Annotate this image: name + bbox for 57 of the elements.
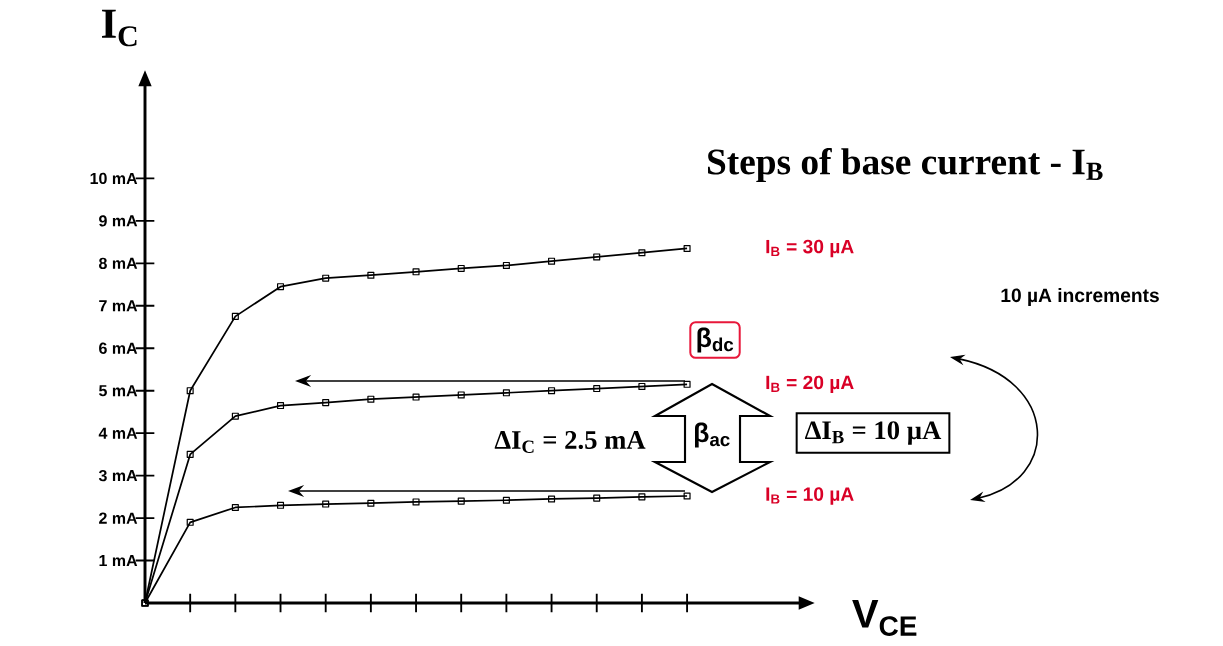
point bbox=[457, 391, 465, 399]
y-tick-label: 9 mA bbox=[99, 215, 138, 227]
point bbox=[683, 380, 691, 388]
y-tick-label: 3 mA bbox=[98, 469, 138, 482]
text: I$_{B}$ = 20 µA bbox=[766, 375, 854, 394]
point bbox=[548, 495, 556, 503]
point bbox=[231, 412, 239, 420]
point bbox=[186, 450, 194, 458]
point bbox=[638, 493, 646, 501]
point bbox=[367, 271, 375, 279]
y-tick-label: 5 mA bbox=[99, 385, 138, 397]
text: I$_{B}$ = 30 µA bbox=[766, 239, 854, 258]
annotation: β$_{ac}$ bbox=[695, 422, 730, 448]
annotation: β$_{dc}$ bbox=[697, 327, 734, 353]
point bbox=[502, 389, 510, 397]
point bbox=[548, 387, 556, 395]
y-tick-label: 10 mA bbox=[90, 172, 138, 185]
y-tick-label: 7 mA bbox=[99, 300, 138, 312]
point bbox=[186, 518, 194, 526]
point bbox=[186, 387, 194, 395]
y-tick-label: 4 mA bbox=[98, 427, 138, 439]
point bbox=[457, 497, 465, 505]
point bbox=[231, 312, 239, 320]
text: I$_{B}$ = 10 µA bbox=[766, 487, 854, 505]
point bbox=[412, 268, 420, 276]
point bbox=[638, 382, 646, 390]
x-axis-title: V$_{CE}$ bbox=[852, 600, 917, 636]
y-tick-label: 2 mA bbox=[99, 512, 138, 524]
point bbox=[367, 499, 375, 507]
point bbox=[276, 501, 285, 509]
y-tick-label: 8 mA bbox=[99, 257, 138, 269]
point bbox=[593, 494, 601, 502]
point bbox=[593, 253, 601, 261]
point bbox=[322, 500, 330, 508]
text: 10 µA increments bbox=[1001, 288, 1159, 306]
point bbox=[276, 402, 285, 410]
y-tick-label: 1 mA bbox=[99, 555, 138, 567]
point bbox=[683, 492, 691, 500]
point bbox=[502, 496, 510, 504]
point bbox=[502, 261, 510, 269]
point bbox=[548, 257, 556, 265]
text: Steps of base current - I$_{B}$ bbox=[708, 147, 1103, 183]
point bbox=[412, 393, 420, 401]
point bbox=[457, 264, 465, 272]
y-tick-label: 6 mA bbox=[99, 342, 138, 354]
annotation: ΔI$_{C}$ = 2.5 mA bbox=[494, 431, 646, 453]
point bbox=[683, 244, 691, 252]
point bbox=[367, 395, 375, 403]
point bbox=[593, 385, 601, 393]
point bbox=[322, 274, 330, 282]
y-axis-title: I$_{C}$ bbox=[102, 9, 137, 47]
point bbox=[638, 249, 646, 257]
point bbox=[231, 503, 239, 511]
point bbox=[276, 283, 285, 291]
point bbox=[412, 498, 420, 506]
text: ΔI$_{B}$ = 10 µA bbox=[805, 421, 942, 445]
point bbox=[322, 399, 330, 407]
